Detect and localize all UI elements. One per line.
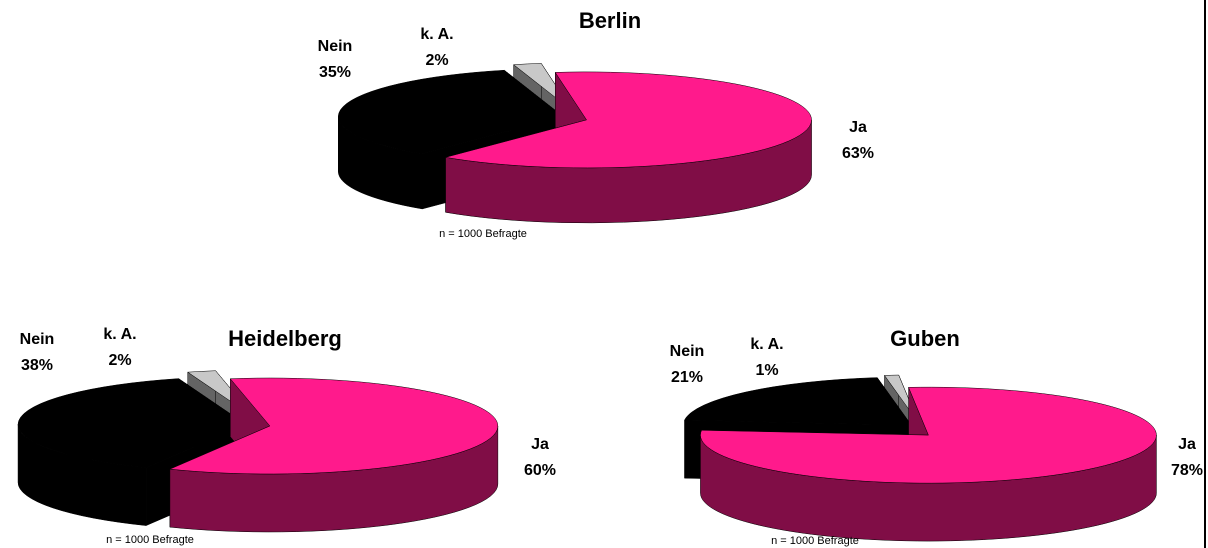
sample-note: n = 1000 Befragte bbox=[771, 535, 859, 547]
slice-value-label: 63% bbox=[842, 145, 874, 162]
slice-value-label: 1% bbox=[755, 362, 778, 379]
pie-chart: Berlin Ja 63% Nein 35% k. A. 2% n = 1000 Befrag… bbox=[318, 8, 874, 240]
slice-category: k. A. bbox=[103, 326, 136, 343]
slice-value-label: 2% bbox=[108, 352, 131, 369]
slice-category: Ja bbox=[531, 436, 549, 453]
slice bbox=[168, 377, 499, 475]
sample-note: n = 1000 Befragte bbox=[439, 228, 527, 240]
slice-value-label: 60% bbox=[524, 462, 556, 479]
slice-category: Nein bbox=[318, 38, 353, 55]
chart-title: Heidelberg bbox=[228, 326, 342, 351]
slice-category: Nein bbox=[20, 331, 55, 348]
slice-category: k. A. bbox=[420, 26, 453, 43]
slice bbox=[338, 69, 564, 155]
sample-note: n = 1000 Befragte bbox=[106, 534, 194, 546]
slice-value-label: 21% bbox=[671, 369, 703, 386]
slice-category: Ja bbox=[849, 119, 867, 136]
slice-value-label: 78% bbox=[1171, 462, 1203, 479]
slice-value-label: 35% bbox=[319, 64, 351, 81]
chart-title: Berlin bbox=[579, 8, 641, 33]
slice-category: k. A. bbox=[750, 336, 783, 353]
slice-category: Nein bbox=[670, 343, 705, 360]
chart-title: Guben bbox=[890, 326, 960, 351]
pie-chart: Guben Ja 78% Nein 21% k. A. 1% n = 1000 Befragt… bbox=[670, 326, 1203, 547]
slice bbox=[445, 71, 812, 169]
pie-chart: Heidelberg Ja 60% Nein 38% k. A. 2% n = 1000 Be… bbox=[17, 326, 556, 546]
slice-category: Ja bbox=[1178, 436, 1196, 453]
slice bbox=[684, 377, 912, 426]
slice bbox=[700, 386, 1157, 484]
slice-value-label: 2% bbox=[425, 52, 448, 69]
slice-value-label: 38% bbox=[21, 357, 53, 374]
slice bbox=[17, 378, 247, 468]
